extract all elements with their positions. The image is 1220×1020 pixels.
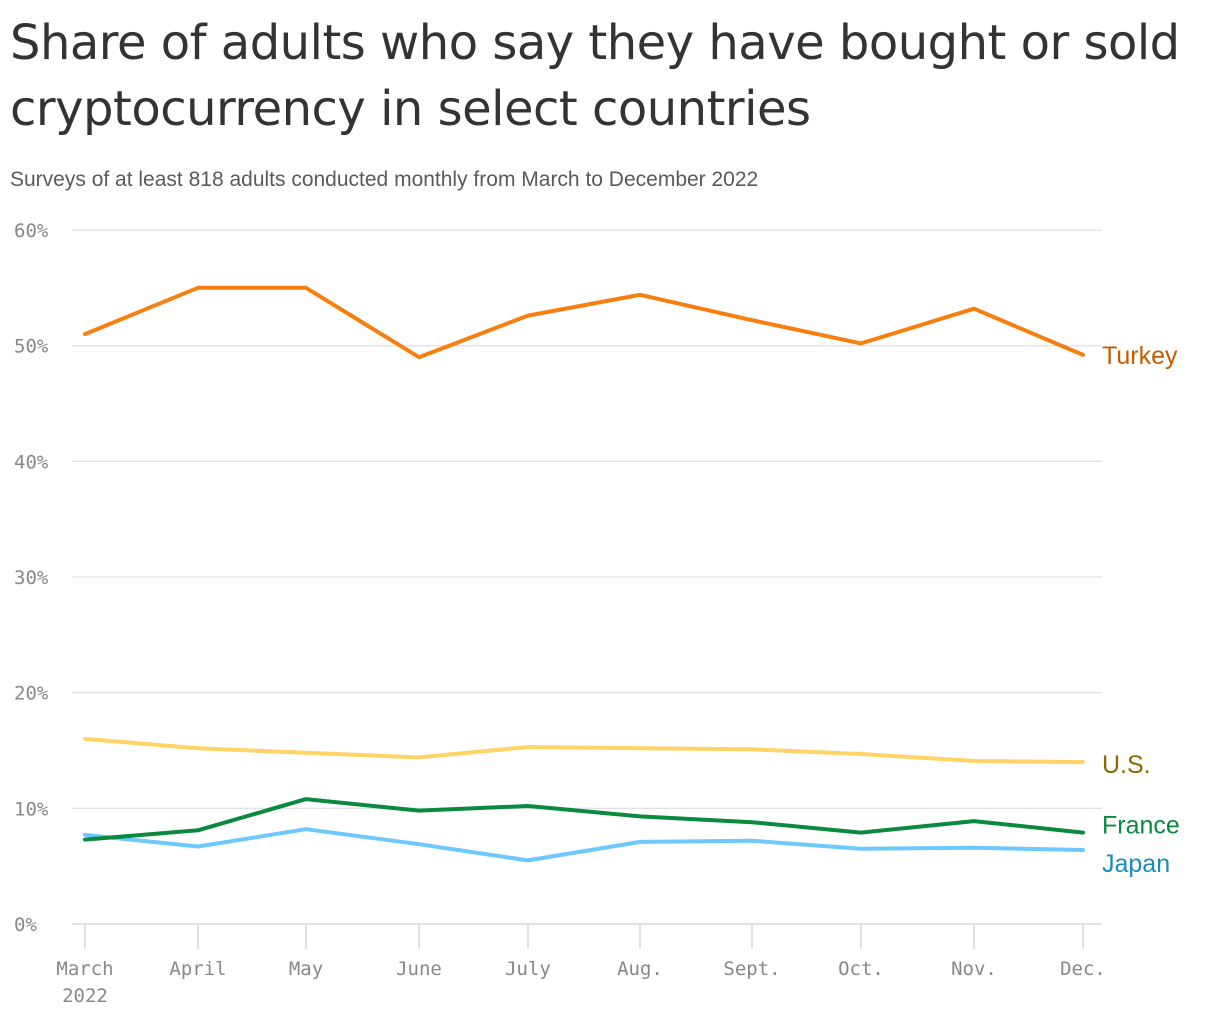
x-tick-label: June (396, 958, 442, 980)
y-tick-label: 60% (14, 220, 49, 242)
y-tick-label: 40% (14, 451, 49, 473)
series-label-us: U.S. (1102, 751, 1151, 779)
x-tick-label: Dec. (1060, 958, 1106, 980)
chart-title: Share of adults who say they have bought… (10, 15, 1180, 137)
y-tick-label: 10% (14, 798, 49, 820)
x-tick-label: Nov. (951, 958, 997, 980)
x-tick-label: July (505, 958, 551, 980)
x-tick-label: May (289, 958, 323, 980)
x-tick-label: April (169, 958, 226, 980)
series-label-turkey: Turkey (1102, 342, 1178, 370)
x-tick-label: Sept. (723, 958, 780, 980)
series-line-turkey (83, 285, 1085, 360)
x-tick-label: March (56, 958, 113, 980)
chart-subtitle: Surveys of at least 818 adults conducted… (10, 168, 759, 191)
y-tick-label: 30% (14, 567, 49, 589)
x-tick-label: 2022 (62, 985, 108, 1007)
series-line-us (83, 736, 1085, 765)
x-tick-label: Oct. (838, 958, 884, 980)
y-tick-label: 20% (14, 683, 49, 705)
series-label-japan: Japan (1102, 850, 1170, 878)
y-tick-label: 0% (14, 914, 37, 936)
series-line-france (83, 797, 1085, 842)
y-tick-label: 50% (14, 336, 49, 358)
series-label-france: France (1102, 812, 1180, 840)
series-line-japan (83, 827, 1085, 863)
x-tick-label: Aug. (617, 958, 663, 980)
